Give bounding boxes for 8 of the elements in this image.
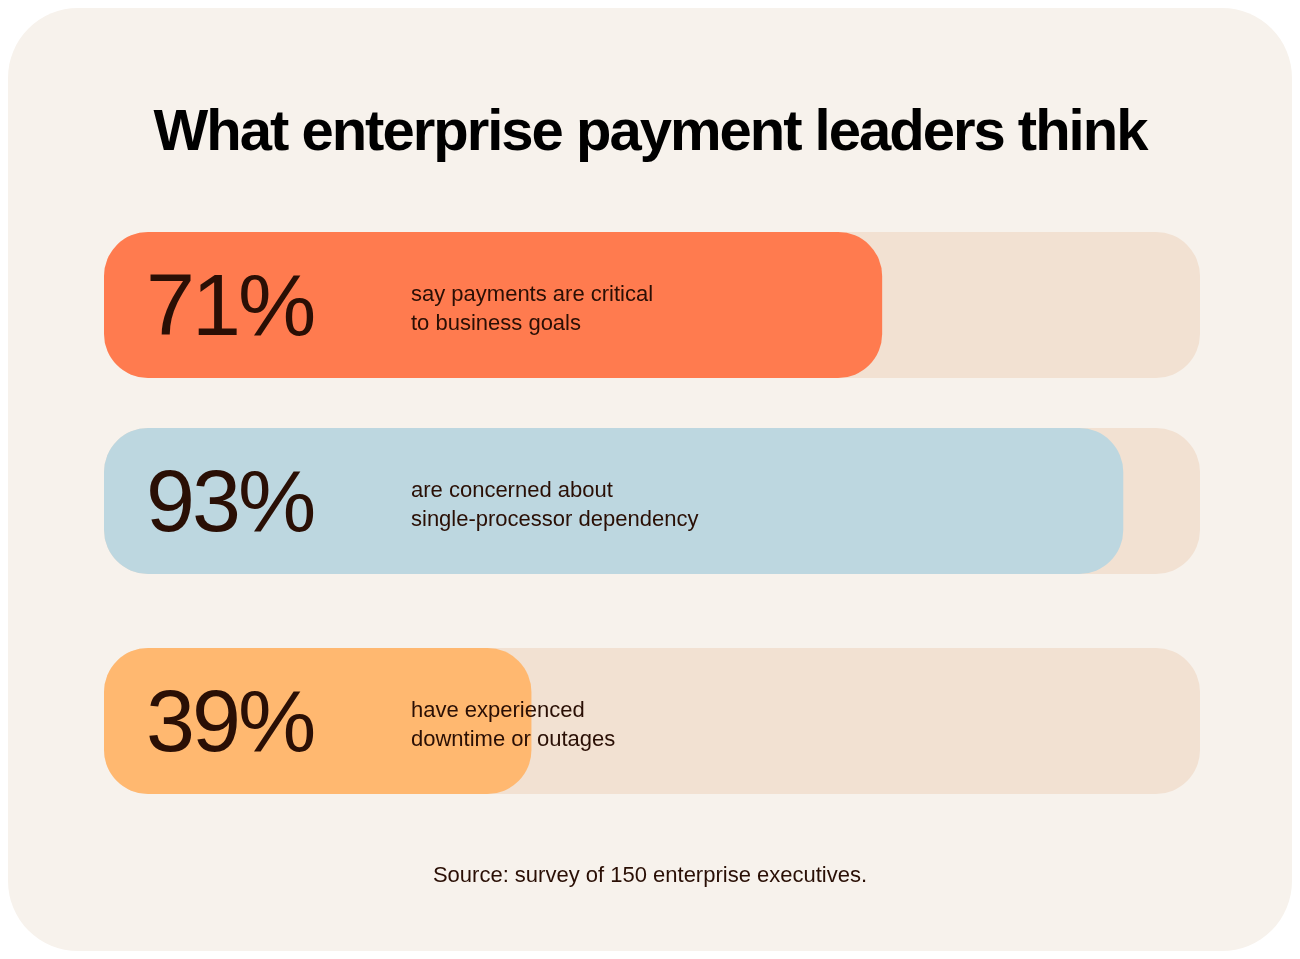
chart-title: What enterprise payment leaders think bbox=[153, 97, 1150, 162]
y-tick-label: are concerned about single-processor dependency bbox=[411, 477, 699, 531]
data-label: 71% bbox=[146, 255, 314, 354]
y-tick-label: say payments are critical to business goals bbox=[411, 281, 654, 335]
y-tick-label: have experienced downtime or outages bbox=[411, 697, 616, 751]
source-note: Source: survey of 150 enterprise executives. bbox=[432, 862, 868, 887]
data-label: 93% bbox=[146, 451, 314, 550]
data-label: 39% bbox=[146, 671, 314, 770]
